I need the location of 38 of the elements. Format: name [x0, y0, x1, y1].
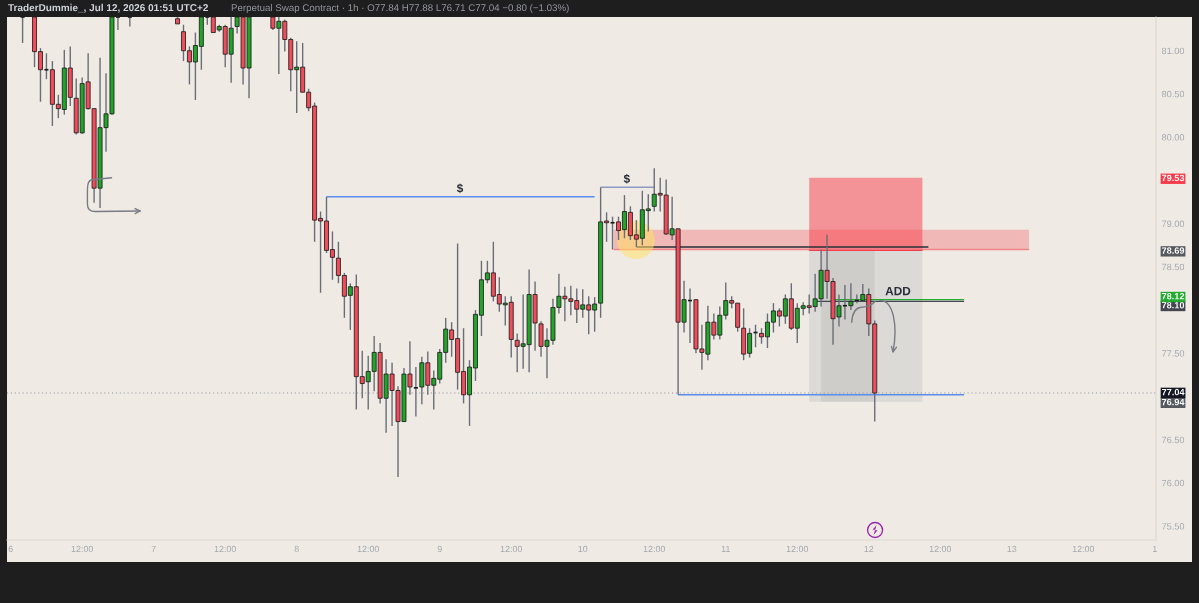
x-tick-label: 12:00 [929, 545, 952, 553]
annotation: $ [456, 183, 464, 194]
y-tick-label: 81.00 [1161, 47, 1185, 55]
y-tick-label: 78.12 [1161, 292, 1185, 300]
x-tick-label: 7 [151, 545, 156, 552]
chart-title: TraderDummie_, Jul 12, 2026 01:51 UTC+2 [8, 3, 208, 13]
annotation: ADD [885, 287, 911, 296]
x-tick-label: 12:00 [71, 545, 93, 553]
x-tick-label: 12:00 [643, 545, 666, 553]
chart-subtitle: Perpetual Swap Contract · 1h · O77.84 H77.88 L76.71 C77.04 −0.80 (−1.03%) [231, 3, 569, 14]
x-tick-label: 10 [578, 545, 588, 553]
ref-line-label: 77.04 [1161, 388, 1185, 396]
y-tick-label: 76.00 [1162, 479, 1185, 487]
x-tick-label: 1 [1153, 545, 1157, 552]
x-tick-label: 12:00 [214, 545, 236, 553]
x-tick-label: 12 [864, 545, 874, 552]
y-tick-label: 78.69 [1161, 247, 1185, 254]
y-tick-label: 77.50 [1162, 350, 1185, 357]
annotation: $ [623, 174, 630, 184]
x-tick-label: 6 [8, 545, 13, 553]
x-tick-label: 12:00 [1072, 545, 1095, 553]
y-tick-label: 76.50 [1162, 436, 1185, 444]
x-tick-label: 12:00 [786, 545, 809, 553]
candlestick [19, 17, 26, 44]
y-tick-label: 75.50 [1162, 523, 1185, 530]
x-tick-label: 9 [437, 545, 442, 553]
x-tick-label: 11 [721, 545, 730, 552]
y-tick-label: 79.00 [1162, 220, 1185, 228]
y-tick-label: 78.50 [1162, 263, 1185, 271]
x-tick-label: 12:00 [500, 545, 523, 553]
y-tick-label: 79.53 [1161, 174, 1185, 182]
y-tick-label: 76.94 [1161, 398, 1185, 406]
y-tick-label: 80.50 [1161, 90, 1185, 98]
y-tick-label: 78.10 [1161, 301, 1185, 309]
x-tick-label: 13 [1007, 545, 1017, 553]
y-tick-label: 80.00 [1161, 134, 1185, 141]
x-tick-label: 8 [294, 545, 299, 553]
x-tick-label: 12:00 [357, 545, 379, 553]
